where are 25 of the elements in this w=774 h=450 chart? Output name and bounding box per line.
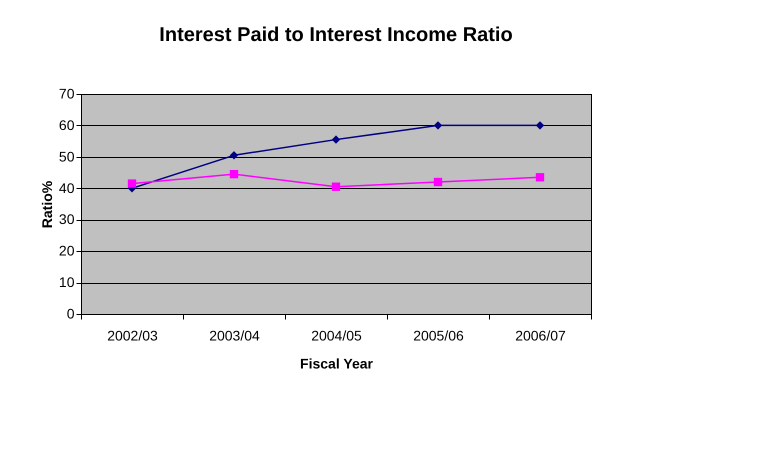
y-axis-title: Ratio%	[38, 180, 55, 228]
point	[230, 170, 238, 178]
y-tick-label: 10	[58, 274, 75, 290]
x-tick-label: 2002/03	[107, 328, 158, 344]
point	[536, 121, 544, 130]
y-tick-label: 70	[58, 86, 75, 102]
point	[332, 135, 340, 144]
y-tick-label: 0	[66, 306, 75, 322]
point	[332, 182, 340, 191]
point	[128, 179, 136, 188]
y-tick-label: 30	[58, 211, 75, 228]
point	[230, 151, 238, 160]
x-axis-title: Fiscal Year	[300, 356, 374, 372]
point	[536, 173, 544, 182]
chart-title: Interest Paid to Interest Income Ratio	[159, 24, 513, 46]
x-tick-label: 2006/07	[515, 328, 566, 344]
x-tick-label: 2003/04	[209, 328, 260, 344]
x-tick-label: 2004/05	[311, 328, 362, 344]
y-tick-label: 50	[58, 148, 75, 164]
y-tick-label: 40	[58, 180, 75, 196]
point	[434, 178, 442, 186]
point	[434, 121, 442, 130]
y-tick-label: 60	[58, 116, 75, 133]
x-tick-label: 2005/06	[413, 328, 464, 344]
y-tick-label: 20	[58, 242, 75, 259]
